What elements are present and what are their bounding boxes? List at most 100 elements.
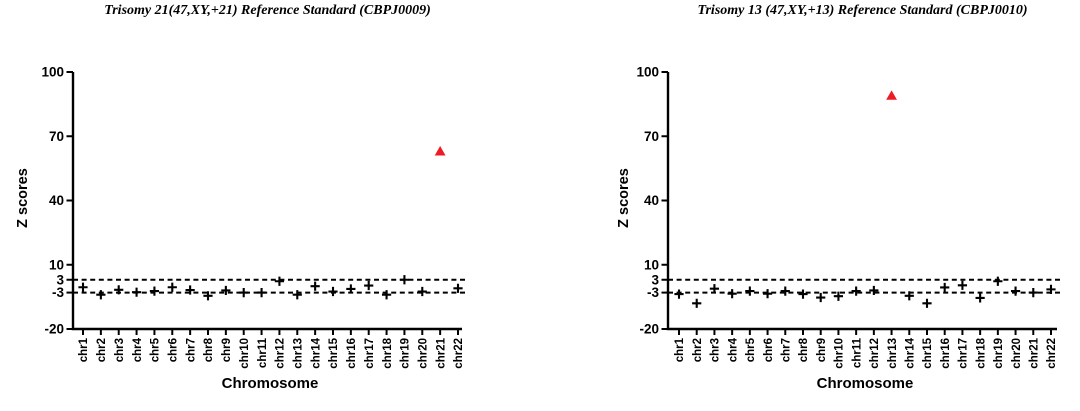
y-tick-label: 70 bbox=[644, 129, 659, 144]
x-tick-label: chr15 bbox=[922, 337, 934, 368]
x-tick-label: chr20 bbox=[417, 338, 429, 369]
data-point-marker bbox=[709, 284, 720, 294]
x-tick-label: chr20 bbox=[1011, 338, 1023, 369]
data-point-marker bbox=[1010, 286, 1021, 296]
data-point-marker bbox=[869, 285, 879, 296]
data-point-marker bbox=[364, 280, 374, 291]
data-point-marker bbox=[328, 286, 338, 297]
data-point-marker bbox=[957, 280, 968, 290]
y-tick-label: 3 bbox=[651, 272, 659, 287]
x-tick-label: chr3 bbox=[114, 338, 126, 362]
x-tick-label: chr1 bbox=[78, 337, 90, 362]
x-tick-label: chr18 bbox=[975, 337, 987, 368]
x-tick-label: chr19 bbox=[400, 338, 412, 369]
axis-frame bbox=[71, 72, 462, 331]
data-point-marker bbox=[292, 290, 302, 300]
x-tick-label: chr22 bbox=[453, 338, 465, 369]
x-tick-label: chr9 bbox=[816, 338, 828, 362]
x-tick-label: chr18 bbox=[382, 337, 394, 368]
x-tick-label: chr17 bbox=[958, 338, 970, 369]
x-tick-label: chr11 bbox=[851, 337, 863, 368]
y-tick-label: 10 bbox=[49, 257, 64, 272]
data-point-marker bbox=[167, 282, 177, 292]
x-tick-label: chr3 bbox=[710, 338, 722, 362]
x-tick-label: chr12 bbox=[869, 338, 881, 369]
data-point-marker bbox=[399, 275, 410, 285]
y-tick-label: -20 bbox=[44, 322, 64, 337]
x-tick-label: chr11 bbox=[257, 337, 269, 368]
data-point-marker bbox=[798, 289, 808, 299]
y-tick-label: 3 bbox=[56, 272, 64, 287]
x-tick-label: chr13 bbox=[887, 338, 899, 369]
x-tick-label: chr14 bbox=[310, 337, 322, 368]
data-point-marker bbox=[727, 289, 737, 299]
data-point-marker bbox=[256, 287, 267, 298]
outlier-triangle-marker bbox=[434, 146, 446, 156]
x-tick-label: chr9 bbox=[221, 338, 233, 362]
data-point-marker bbox=[762, 289, 773, 299]
chart-title-right: Trisomy 13 (47,XY,+13) Reference Standar… bbox=[697, 3, 1028, 18]
data-point-marker bbox=[922, 298, 932, 308]
x-tick-label: chr4 bbox=[132, 337, 144, 362]
y-tick-label: 100 bbox=[636, 65, 659, 80]
data-point-marker bbox=[417, 286, 427, 297]
x-tick-label: chr21 bbox=[435, 337, 447, 368]
x-tick-label: chr16 bbox=[346, 338, 358, 369]
data-point-marker bbox=[96, 290, 106, 300]
data-point-marker bbox=[833, 291, 844, 301]
chart-title-left: Trisomy 21(47,XY,+21) Reference Standard… bbox=[104, 3, 431, 18]
x-tick-label: chr2 bbox=[692, 338, 704, 362]
y-tick-label: -20 bbox=[639, 322, 659, 337]
y-tick-label: 40 bbox=[49, 193, 64, 208]
x-tick-label: chr21 bbox=[1028, 337, 1040, 368]
axis-frame bbox=[666, 72, 1057, 331]
x-axis-label-right: Chromosome bbox=[816, 375, 914, 392]
x-tick-label: chr10 bbox=[239, 338, 251, 369]
data-point-marker bbox=[816, 292, 826, 303]
x-tick-label: chr5 bbox=[745, 337, 757, 362]
x-tick-label: chr4 bbox=[727, 337, 739, 362]
x-tick-label: chr8 bbox=[798, 337, 810, 362]
data-point-marker bbox=[274, 276, 285, 286]
x-tick-label: chr7 bbox=[185, 338, 197, 362]
data-point-marker bbox=[692, 298, 702, 308]
x-tick-label: chr8 bbox=[203, 337, 215, 362]
data-point-marker bbox=[346, 284, 356, 294]
data-point-marker bbox=[780, 286, 790, 296]
x-tick-label: chr19 bbox=[993, 338, 1005, 369]
x-tick-label: chr22 bbox=[1046, 338, 1058, 369]
data-point-marker bbox=[745, 286, 755, 296]
x-tick-label: chr15 bbox=[328, 337, 340, 368]
y-tick-label: 70 bbox=[49, 129, 64, 144]
data-point-marker bbox=[185, 285, 195, 295]
x-tick-label: chr7 bbox=[780, 338, 792, 362]
data-point-marker bbox=[1046, 284, 1056, 294]
data-point-marker bbox=[940, 282, 950, 293]
x-tick-label: chr5 bbox=[150, 337, 162, 362]
x-tick-label: chr6 bbox=[763, 338, 775, 362]
x-tick-label: chr1 bbox=[674, 337, 686, 362]
x-tick-label: chr13 bbox=[292, 338, 304, 369]
data-point-marker bbox=[310, 281, 320, 291]
x-tick-label: chr10 bbox=[834, 338, 846, 369]
data-point-marker bbox=[453, 283, 463, 293]
y-tick-label: 100 bbox=[41, 65, 64, 80]
data-point-marker bbox=[904, 291, 914, 301]
data-point-marker bbox=[131, 287, 142, 297]
data-point-marker bbox=[78, 282, 88, 292]
data-point-marker bbox=[203, 291, 213, 301]
y-tick-label: -3 bbox=[647, 285, 659, 300]
x-tick-label: chr14 bbox=[904, 337, 916, 368]
y-tick-label: 40 bbox=[644, 193, 659, 208]
data-point-marker bbox=[1028, 287, 1038, 298]
data-point-marker bbox=[149, 286, 160, 296]
data-point-marker bbox=[114, 285, 124, 295]
data-point-marker bbox=[381, 290, 392, 300]
x-axis-label-left: Chromosome bbox=[221, 375, 319, 392]
x-tick-label: chr6 bbox=[167, 338, 179, 362]
data-point-marker bbox=[975, 293, 985, 303]
x-tick-label: chr17 bbox=[364, 338, 376, 369]
x-tick-label: chr12 bbox=[275, 338, 287, 369]
